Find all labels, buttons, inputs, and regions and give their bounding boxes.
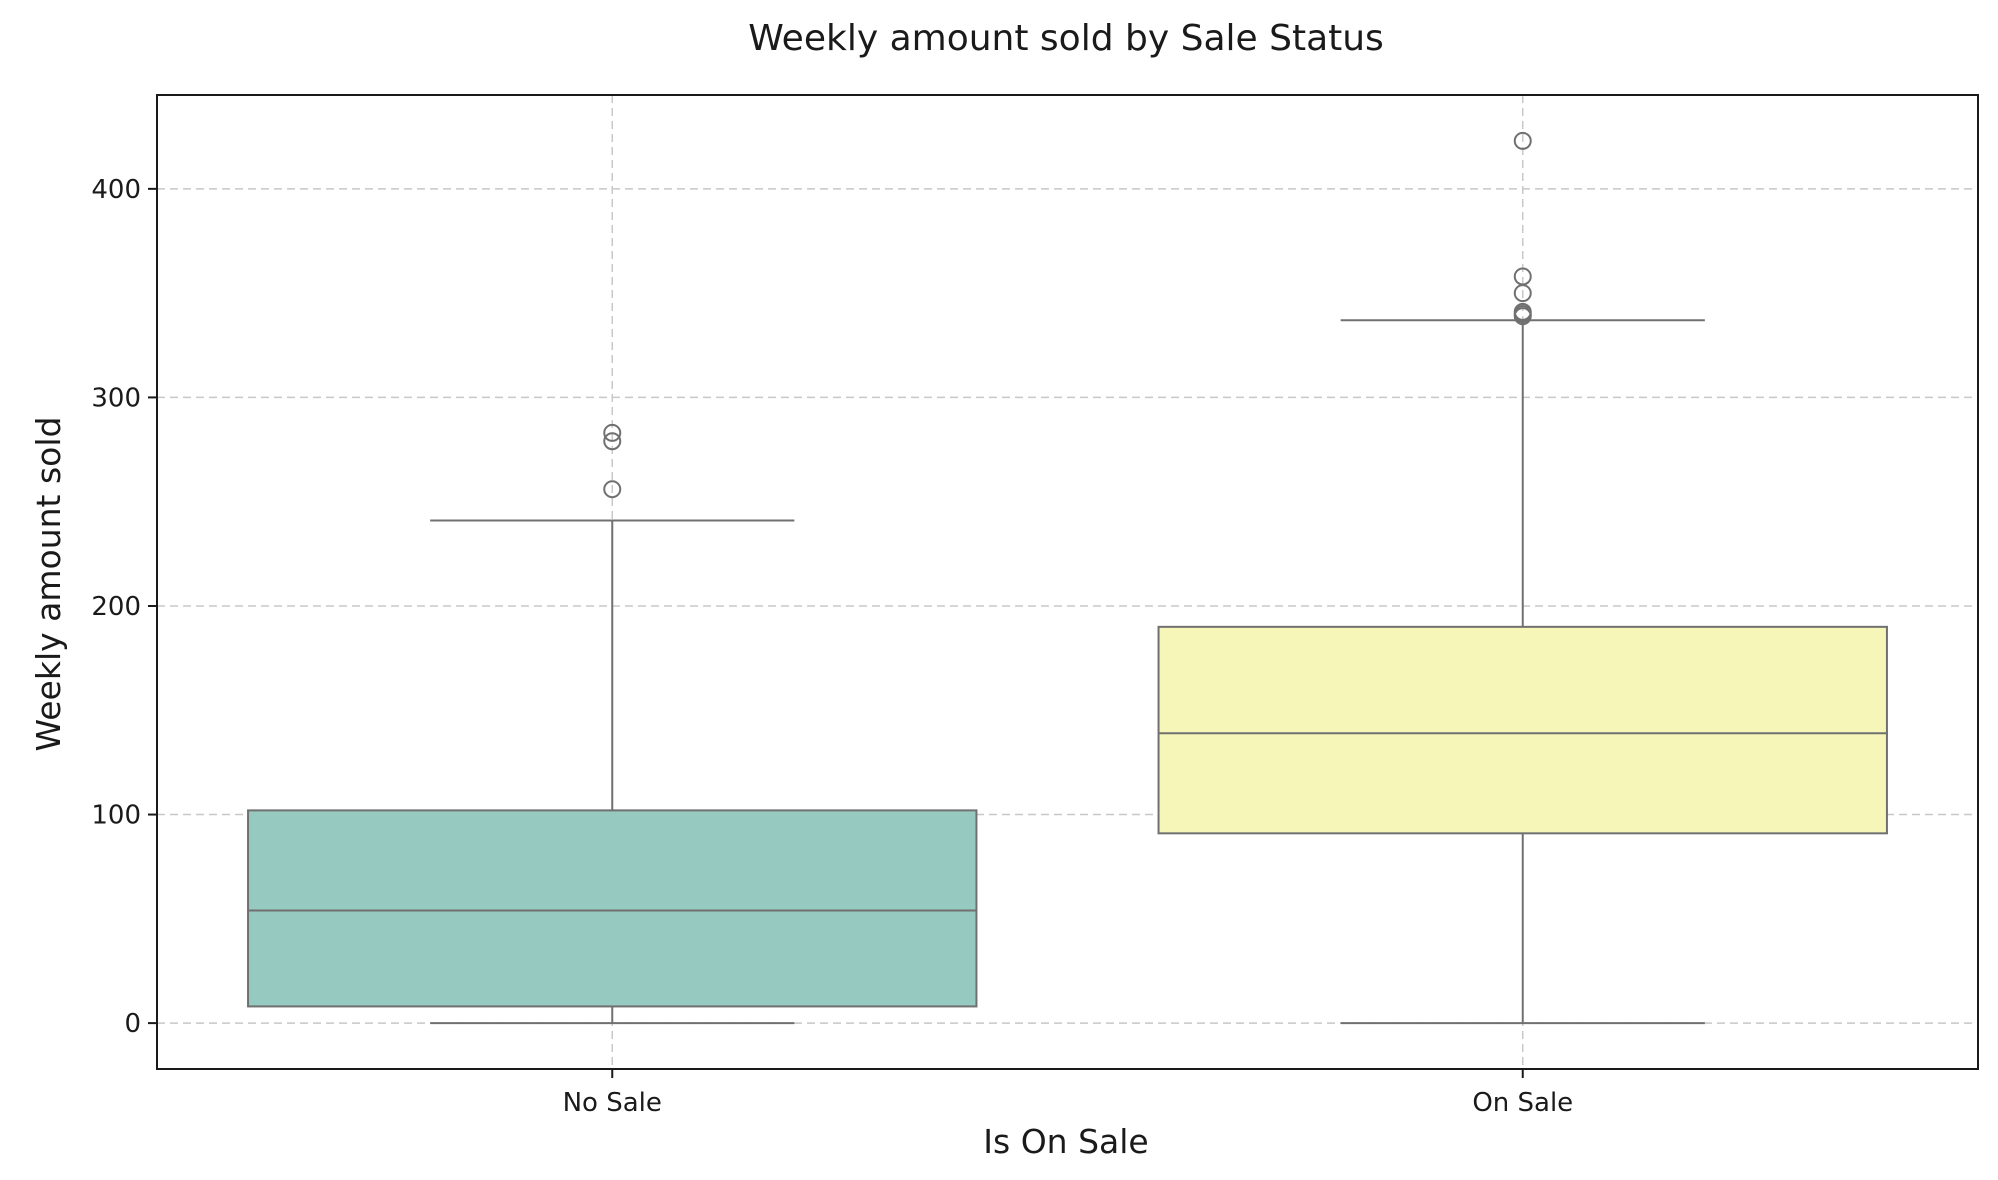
iqr-box (1157, 625, 1888, 835)
chart-title: Weekly amount sold by Sale Status (748, 18, 1384, 59)
plot-frame (156, 94, 1979, 1070)
outlier-point (1513, 302, 1532, 321)
boxes (247, 131, 1888, 1025)
outlier-point (603, 423, 622, 442)
y-tick-label: 400 (91, 175, 141, 205)
iqr-box (247, 809, 978, 1008)
y-tick-label: 0 (124, 1009, 141, 1039)
x-tick-label: On Sale (1472, 1088, 1573, 1118)
x-axis-label: Is On Sale (983, 1122, 1148, 1161)
x-tick-label: No Sale (563, 1088, 662, 1118)
y-tick-label: 200 (91, 592, 141, 622)
outlier-point (1513, 131, 1532, 150)
y-tick-label: 300 (91, 383, 141, 413)
box-group-no-sale (247, 423, 978, 1025)
outlier-point (603, 480, 622, 499)
outlier-point (1513, 267, 1532, 286)
box-group-on-sale (1157, 131, 1888, 1025)
outlier-point (603, 432, 622, 451)
y-axis-label: Weekly amount sold (29, 417, 68, 752)
y-tick-label: 100 (91, 801, 141, 831)
ticks: 0 100 200 300 400 No Sale On Sale (91, 175, 1573, 1118)
